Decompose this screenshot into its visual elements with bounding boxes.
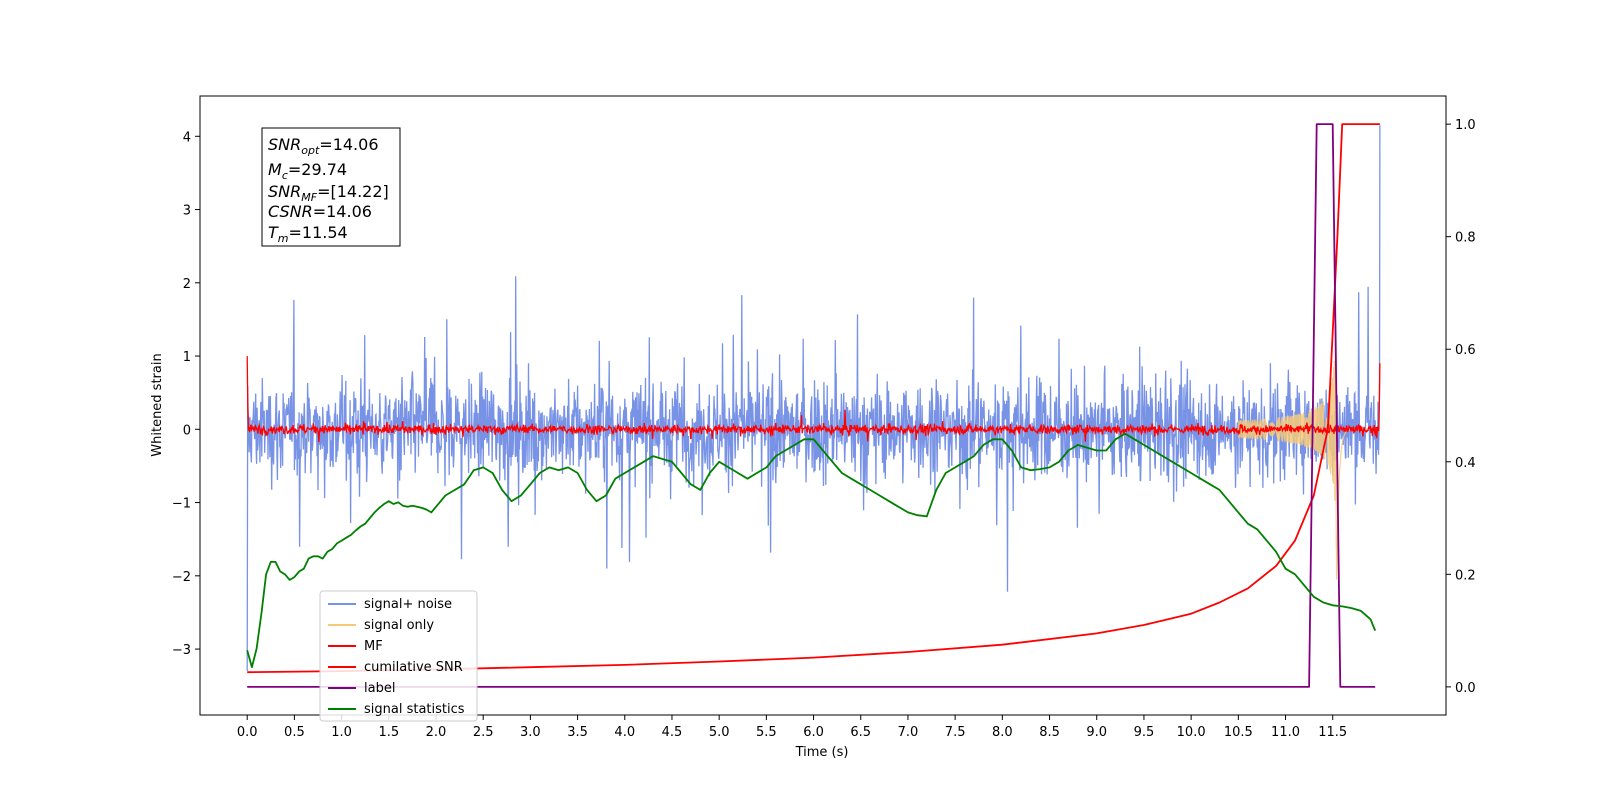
x-tick-label: 6.5 [850,725,871,740]
legend-label-cumulative-snr: cumilative SNR [364,660,463,675]
x-tick-label: 2.5 [473,725,494,740]
legend-label-label: label [364,681,395,696]
x-tick-label: 1.5 [378,725,399,740]
y-tick-label: 1 [183,350,191,365]
x-tick-label: 2.0 [426,725,447,740]
x-tick-label: 5.5 [756,725,777,740]
x-tick-label: 3.5 [567,725,588,740]
legend-label-signal-statistics: signal statistics [364,702,465,717]
y2-tick-label: 0.2 [1455,568,1476,583]
x-tick-label: 8.5 [1039,725,1060,740]
series-cumulative-snr [247,123,1380,674]
ticks-layer: 0.0 0.5 1.0 1.5 2.0 2.5 3.0 3.5 4.0 4.5 5.0 5.5 6.0 6… [172,118,1476,740]
y-axis-label: Whitened strain [150,353,165,456]
x-tick-label: 1.0 [331,725,352,740]
annotation-line-csnr: CSNR=14.06 [268,202,372,221]
y2-tick-label: 0.0 [1455,681,1476,696]
annotation-line-tm: Tm=11.54 [268,223,348,245]
legend-label-signal-noise: signal+ noise [364,597,452,612]
x-tick-label: 4.5 [662,725,683,740]
y-tick-label: −3 [172,643,191,658]
x-tick-label: 3.0 [520,725,541,740]
y-tick-label: 0 [183,423,191,438]
y-tick-label: 4 [183,130,191,145]
series-mf [246,356,1381,443]
x-tick-label: 5.0 [709,725,730,740]
x-tick-label: 9.0 [1086,725,1107,740]
y2-tick-label: 0.8 [1455,231,1476,246]
annotation-line-snr-mf: SNRMF=[14.22] [268,182,389,204]
x-tick-label: 7.5 [945,725,966,740]
legend-frame [319,590,478,722]
x-tick-label: 10.5 [1224,725,1253,740]
y2-tick-label: 0.4 [1455,456,1476,471]
x-tick-label: 10.0 [1177,725,1206,740]
x-tick-label: 11.5 [1318,725,1347,740]
plot-frame [199,95,1447,716]
annotation-box: SNRopt=14.06 Mc=29.74 SNRMF=[14.22] CSNR… [261,127,401,247]
annotation-line-mc: Mc=29.74 [268,160,347,182]
x-tick-label: 9.5 [1134,725,1155,740]
x-axis-label: Time (s) [795,745,849,760]
x-tick-label: 0.0 [237,725,258,740]
x-tick-label: 7.0 [898,725,919,740]
legend-label-signal-only: signal only [364,618,434,633]
legend: signal+ noise signal only MF cumilative … [319,590,478,722]
y-tick-label: −1 [172,497,191,512]
x-tick-label: 8.0 [992,725,1013,740]
x-tick-label: 11.0 [1271,725,1300,740]
x-tick-label: 4.0 [614,725,635,740]
annotation-frame [261,127,401,247]
series-signal-statistics [246,432,1377,669]
x-tick-label: 0.5 [284,725,305,740]
series-label [247,123,1376,688]
series-layer [246,123,1381,688]
x-tick-label: 6.0 [803,725,824,740]
annotation-line-snr-opt: SNRopt=14.06 [268,135,379,157]
y-tick-label: 2 [183,277,191,292]
y-tick-label: −2 [172,570,191,585]
legend-label-mf: MF [364,639,383,654]
series-signal-noise [246,125,1381,672]
y2-tick-label: 0.6 [1455,343,1476,358]
y2-tick-label: 1.0 [1455,118,1476,133]
y-tick-label: 3 [183,204,191,219]
